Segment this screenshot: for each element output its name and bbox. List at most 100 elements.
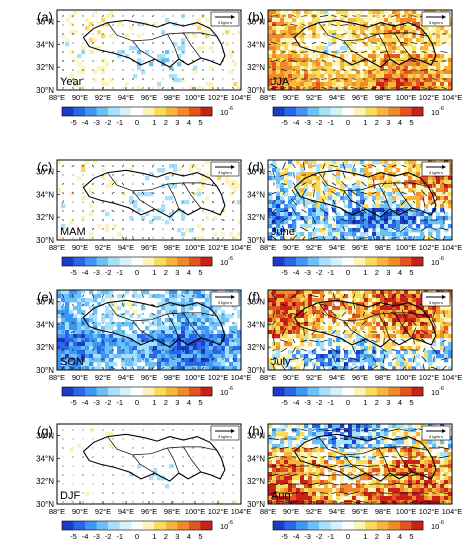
- y-tick-label: 32°N: [36, 343, 54, 352]
- heatmap-cell: [189, 366, 194, 370]
- flux-vector: [152, 51, 154, 53]
- heatmap-cell: [324, 424, 329, 429]
- colorbar-swatch: [365, 257, 378, 266]
- colorbar-swatch: [188, 257, 201, 266]
- heatmap-cell: [97, 346, 102, 351]
- heatmap-cell: [173, 366, 178, 370]
- heatmap-cell: [440, 440, 445, 445]
- colorbar-tick-label: 0: [346, 268, 350, 277]
- flux-vector: [441, 42, 447, 44]
- heatmap-cell: [276, 34, 281, 39]
- heatmap-cell: [169, 66, 174, 71]
- heatmap-cell: [205, 346, 210, 351]
- colorbar-swatch: [307, 387, 320, 396]
- heatmap-cell: [372, 424, 377, 429]
- heatmap-cell: [368, 184, 373, 189]
- heatmap-cell: [432, 192, 437, 197]
- heatmap-cell: [205, 216, 210, 221]
- flux-vector: [282, 200, 286, 204]
- flux-vector: [181, 367, 185, 369]
- flux-vector: [172, 483, 174, 485]
- heatmap-cell: [416, 172, 421, 177]
- colorbar-swatch: [388, 387, 401, 396]
- heatmap-cell: [121, 322, 126, 327]
- flux-vector: [352, 293, 356, 299]
- x-tick-label: 88°E: [49, 507, 65, 516]
- flux-vector: [381, 42, 387, 44]
- heatmap-cell: [288, 338, 293, 343]
- colorbar-swatch: [200, 107, 213, 116]
- heatmap-cell: [340, 440, 345, 445]
- colorbar-tick-label: -2: [316, 268, 323, 277]
- heatmap-cell: [328, 160, 333, 165]
- flux-vector: [162, 69, 164, 71]
- heatmap-cell: [444, 200, 449, 205]
- colorbar-swatch: [330, 257, 343, 266]
- heatmap-cell: [296, 66, 301, 71]
- flux-vector: [72, 183, 74, 185]
- flux-vector: [391, 292, 397, 300]
- heatmap-cell: [404, 294, 409, 299]
- flux-vector: [281, 225, 287, 233]
- heatmap-cell: [348, 42, 353, 47]
- heatmap-cell: [181, 42, 186, 47]
- flux-vector: [272, 310, 276, 318]
- heatmap-cell: [153, 346, 158, 351]
- colorbar-swatch: [108, 107, 120, 116]
- heatmap-cell: [169, 354, 174, 359]
- heatmap-cell: [221, 362, 226, 367]
- heatmap-cell: [161, 30, 166, 35]
- flux-vector: [362, 330, 366, 334]
- flux-vector: [182, 78, 184, 80]
- heatmap-cell: [444, 228, 449, 233]
- heatmap-cell: [229, 334, 234, 339]
- flux-vector: [212, 483, 214, 485]
- flux-vector: [182, 51, 184, 53]
- flux-vector: [62, 237, 64, 239]
- flux-vector: [352, 78, 356, 80]
- heatmap-cell: [388, 302, 393, 307]
- heatmap-cell: [360, 306, 365, 311]
- heatmap-cell: [436, 196, 441, 201]
- heatmap-cell: [364, 216, 369, 221]
- heatmap-cell: [308, 326, 313, 331]
- heatmap-cell: [412, 54, 417, 59]
- heatmap-cell: [133, 342, 138, 347]
- heatmap-cell: [292, 358, 297, 363]
- colorbar-tick-label: -1: [116, 268, 123, 277]
- heatmap-cell: [105, 62, 110, 67]
- heatmap-cell: [213, 318, 218, 323]
- heatmap-cell: [109, 302, 114, 307]
- colorbar-swatch: [188, 107, 201, 116]
- heatmap-cell: [408, 78, 413, 83]
- heatmap-cell: [157, 354, 162, 359]
- heatmap-cell: [292, 78, 297, 83]
- heatmap-cell: [300, 176, 305, 181]
- heatmap-cell: [412, 326, 417, 331]
- heatmap-cell: [352, 184, 357, 189]
- heatmap-cell: [73, 366, 78, 370]
- flux-vector: [371, 355, 377, 363]
- heatmap-cell: [197, 358, 202, 363]
- heatmap-cell: [412, 314, 417, 319]
- heatmap-cell: [109, 366, 114, 370]
- heatmap-cell: [292, 70, 297, 75]
- heatmap-cell: [288, 180, 293, 185]
- flux-vector: [330, 164, 338, 168]
- colorbar-swatch: [142, 521, 155, 530]
- heatmap-cell: [153, 216, 158, 221]
- heatmap-cell: [296, 326, 301, 331]
- heatmap-cell: [280, 30, 285, 35]
- colorbar-tick-label: -4: [293, 268, 300, 277]
- heatmap-cell: [392, 326, 397, 331]
- heatmap-cell: [185, 326, 190, 331]
- flux-vector: [372, 208, 376, 214]
- heatmap-cell: [233, 338, 238, 343]
- heatmap-cell: [372, 216, 377, 221]
- heatmap-cell: [217, 362, 222, 367]
- heatmap-cell: [364, 196, 369, 201]
- flux-vector: [353, 339, 355, 343]
- heatmap-cell: [404, 424, 409, 429]
- colorbar-exponent-power: -6: [439, 106, 444, 112]
- heatmap-cell: [145, 50, 150, 55]
